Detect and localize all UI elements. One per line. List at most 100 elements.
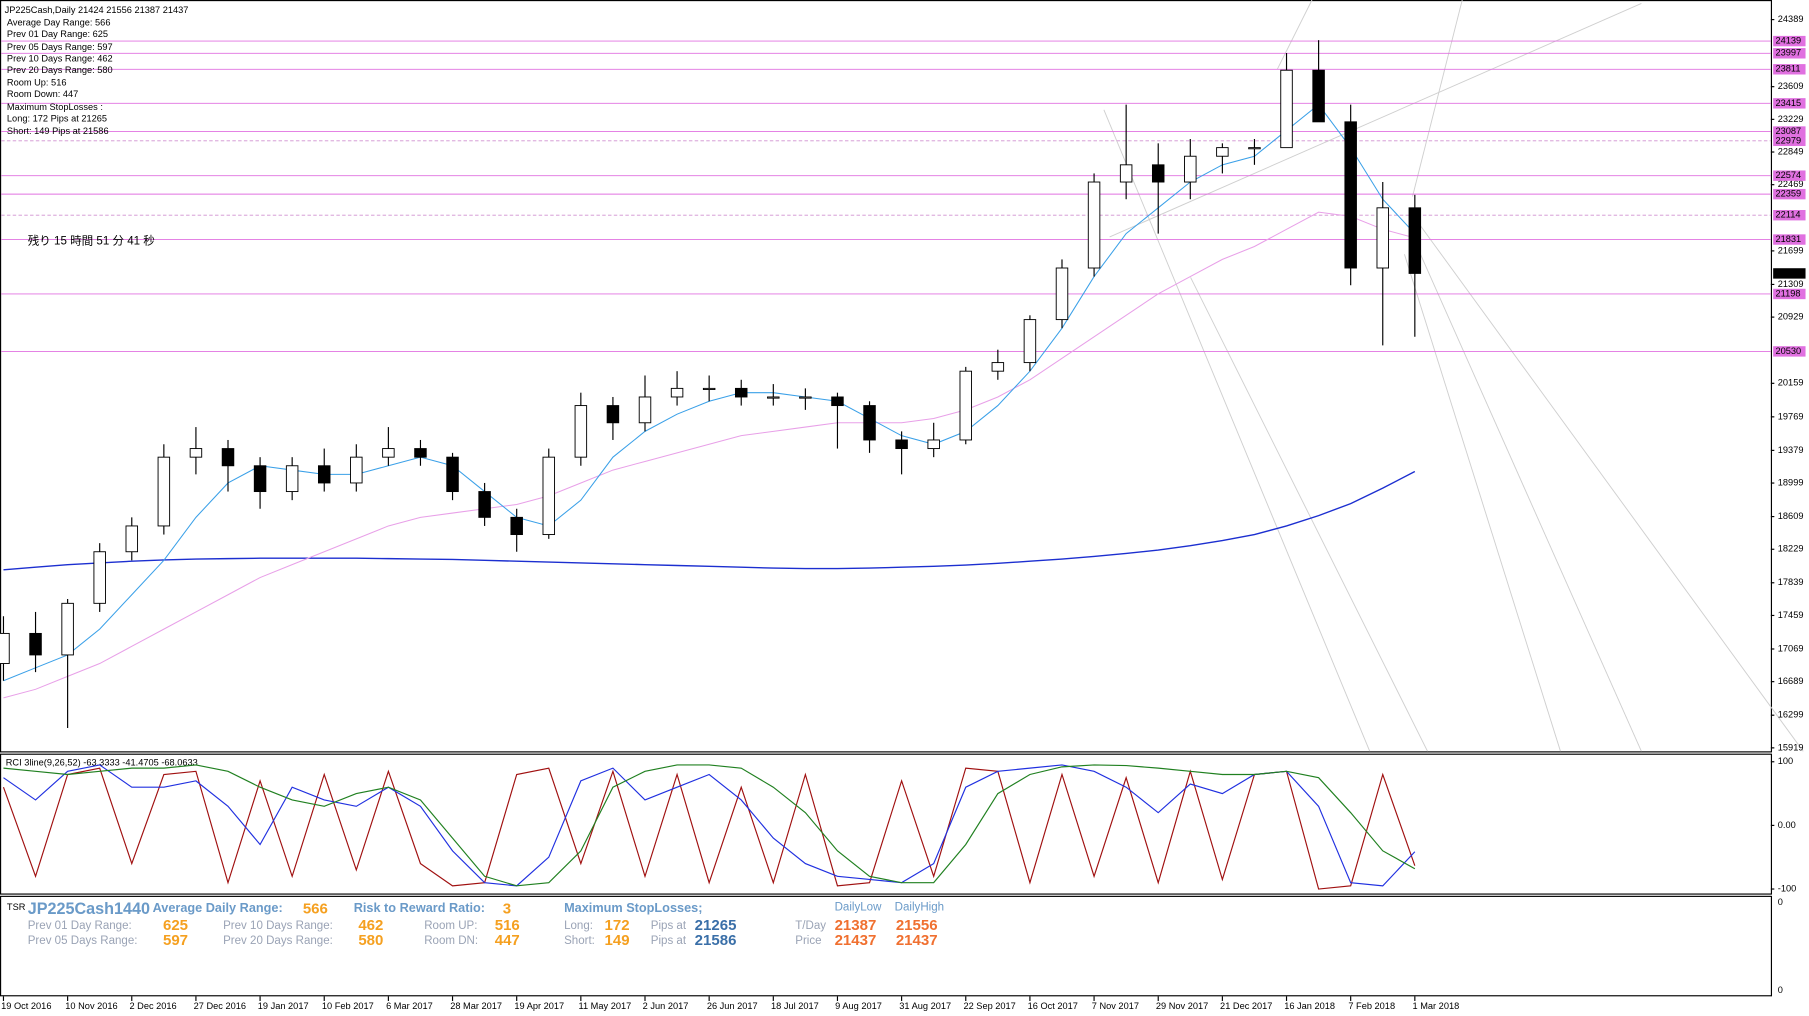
x-tick-label: 9 Aug 2017 — [835, 1001, 882, 1011]
candle-body — [1119, 164, 1133, 183]
candle-body — [1344, 121, 1357, 269]
panel-value: 3 — [503, 901, 511, 918]
moving-average — [3, 103, 1416, 682]
info-line: Room Up: 516 — [7, 78, 67, 88]
trendline — [1415, 219, 1804, 752]
trendline — [1412, 0, 1463, 197]
rci-line — [3, 764, 1416, 887]
trendline — [1409, 230, 1642, 752]
candle-body — [350, 456, 363, 484]
panel-label: Prev 05 Days Range: — [28, 935, 138, 947]
y-tick-label: 17459 — [1778, 610, 1804, 620]
panel-value: 21265 — [695, 917, 737, 934]
y-tick-label: 16689 — [1778, 676, 1804, 686]
info-line: Average Day Range: 566 — [7, 18, 111, 28]
candle-body — [1055, 267, 1069, 321]
candle-body — [927, 439, 940, 450]
x-tick-label: 21 Dec 2017 — [1220, 1001, 1272, 1011]
info-line: Prev 20 Days Range: 580 — [7, 65, 113, 75]
candle-body — [606, 405, 620, 424]
y-tick-label: 18999 — [1778, 477, 1804, 487]
price-label: 21437 — [1775, 268, 1801, 278]
candle-body — [510, 516, 523, 536]
level-box — [1773, 188, 1806, 200]
candle-body — [863, 405, 876, 441]
candle-body — [478, 491, 491, 518]
panel-label: Prev 20 Days Range: — [223, 935, 333, 947]
panel-label: Maximum StopLosses; — [564, 900, 702, 915]
info-line: Short: 149 Pips at 21586 — [7, 126, 109, 136]
level-box — [1773, 35, 1806, 47]
panel-symbol: JP225Cash1440 — [28, 900, 150, 918]
rci-line — [3, 764, 1416, 887]
x-tick-label: 10 Feb 2017 — [322, 1001, 374, 1011]
trendline — [1109, 3, 1642, 238]
y-tick-label: 18229 — [1778, 544, 1804, 554]
price-box — [1773, 268, 1806, 279]
info-line: JP225Cash,Daily 21424 21556 21387 21437 — [5, 5, 189, 15]
candle-body — [542, 456, 556, 536]
panel-value: 447 — [495, 932, 520, 949]
panel-label: Prev 01 Day Range: — [28, 920, 132, 932]
info-box: JP225Cash,Daily 21424 21556 21387 21437 … — [5, 5, 189, 248]
panel-value: 21437 — [835, 932, 877, 949]
y-tick-label: 19379 — [1778, 445, 1804, 455]
panel-rows: Prev 01 Day Range: 625 Prev 10 Days Range:… — [28, 917, 938, 949]
candle-body — [189, 448, 203, 458]
panel-value: 21556 — [896, 917, 938, 934]
panel-value: 580 — [358, 932, 383, 949]
candle-body — [702, 387, 716, 390]
candle-body — [1280, 69, 1293, 149]
level-box — [1773, 98, 1806, 109]
candle-body — [317, 465, 331, 484]
y-tick-label: 18609 — [1778, 511, 1804, 521]
y-tick-label: -100 — [1778, 883, 1796, 893]
candle-body — [799, 396, 812, 399]
candle-body — [895, 439, 908, 450]
panel-label: Prev 10 Days Range: — [223, 920, 333, 932]
rci-line — [2, 767, 1416, 890]
level-box — [1773, 64, 1806, 75]
y-tick-label: 0.00 — [1778, 820, 1796, 830]
rci-chart: RCI 3line(9,26,52) -63.3333 -41.4705 -68… — [2, 756, 1796, 893]
panel-value: 21387 — [835, 917, 877, 934]
y-tick-label: 21699 — [1778, 245, 1804, 255]
candle-body — [125, 525, 139, 553]
trendlines — [1103, 0, 1804, 752]
y-tick-label: 15919 — [1778, 742, 1804, 752]
price-chart: 24389 23609 23229 22849 22469 21699 21309 20929… — [0, 14, 1806, 752]
x-axis: 19 Oct 2016 10 Nov 2016 2 Dec 2016 27 Dec 2… — [1, 996, 1459, 1011]
y-tick-label: 21309 — [1778, 279, 1804, 289]
level-box — [1773, 135, 1806, 147]
candle-body — [959, 370, 973, 441]
level-box — [1773, 346, 1806, 357]
axis-label: 0 — [1778, 897, 1783, 907]
panel-label: T/Day — [795, 920, 826, 932]
candle-body — [414, 448, 427, 458]
level-label: 24139 — [1775, 36, 1801, 46]
panel-tag: TSR — [7, 902, 26, 912]
panel-label: Average Daily Range: — [153, 900, 283, 915]
y-tick-label: 23609 — [1778, 81, 1804, 91]
y-tick-label: 23229 — [1778, 114, 1804, 124]
panel-value: 149 — [605, 932, 630, 949]
chart-title: RCI 3line(9,26,52) -63.3333 -41.4705 -68… — [6, 757, 198, 767]
info-line: Prev 05 Days Range: 597 — [7, 42, 113, 52]
candle-body — [1023, 319, 1037, 364]
level-label: 22574 — [1775, 170, 1801, 180]
x-tick-label: 6 Mar 2017 — [386, 1001, 433, 1011]
candle-body — [253, 465, 267, 493]
y-tick-label: 17839 — [1778, 577, 1804, 587]
y-tick-label: 20929 — [1778, 312, 1804, 322]
candle-body — [734, 387, 748, 398]
countdown: 残り 15 時間 51 分 41 秒 — [28, 234, 156, 248]
panel-label: Risk to Reward Ratio: — [354, 900, 485, 915]
candle-body — [1408, 207, 1422, 274]
x-tick-label: 27 Dec 2016 — [194, 1001, 246, 1011]
panel-label: Short: — [564, 935, 595, 947]
level-label: 23415 — [1775, 98, 1801, 108]
candle-body — [61, 602, 74, 656]
panel-label: Room UP: — [424, 920, 477, 932]
y-tick-label: 16299 — [1778, 710, 1804, 720]
